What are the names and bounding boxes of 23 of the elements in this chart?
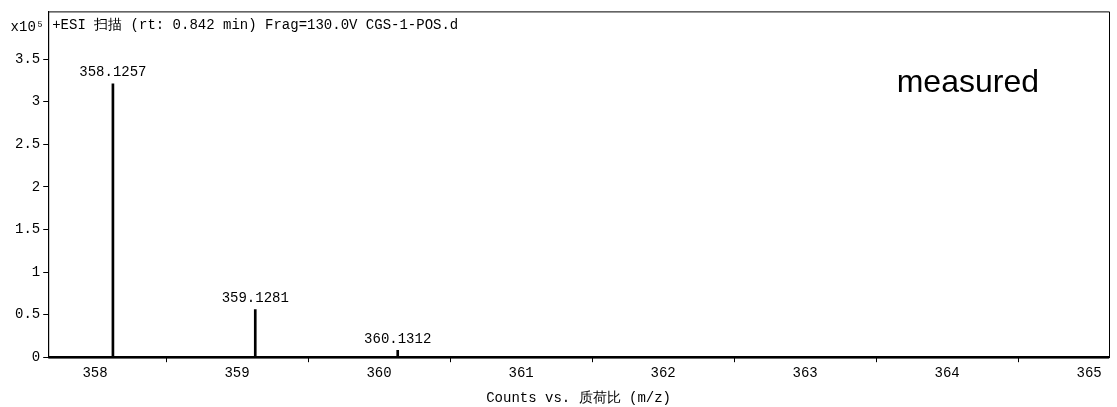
chart-title: +ESI 扫描 (rt: 0.842 min) Frag=130.0V CGS-1-POS.d <box>52 17 459 34</box>
annotation: 359.1281 <box>221 290 289 307</box>
x-axis-title: Counts vs. 质荷比 (m/z) <box>486 389 672 406</box>
x-tick-label: 361 <box>508 365 534 382</box>
y-tick-label: 3.5 <box>14 50 41 67</box>
x-tick-label: 360 <box>366 365 392 382</box>
y-tick-label: 2 <box>31 178 41 195</box>
y-tick-label: 2.5 <box>14 135 41 152</box>
annotation: measured <box>896 63 1039 100</box>
x-tick-label: 364 <box>934 365 960 382</box>
annotation: 358.1257 <box>79 64 147 81</box>
y-tick-label: 1.5 <box>14 221 41 238</box>
annotation: 360.1312 <box>364 331 432 348</box>
x-tick-label: 362 <box>650 365 676 382</box>
y-tick-label: 1 <box>31 263 41 280</box>
y-tick-label: 3 <box>31 93 41 110</box>
x-tick-label: 359 <box>224 365 250 382</box>
x-tick-label: 358 <box>82 365 108 382</box>
y-tick-label: 0 <box>31 348 41 365</box>
x-tick-label: 365 <box>1076 365 1102 382</box>
x-tick-label: 363 <box>792 365 818 382</box>
y-axis-title: x10⁵ <box>10 19 45 36</box>
y-tick-label: 0.5 <box>14 306 41 323</box>
